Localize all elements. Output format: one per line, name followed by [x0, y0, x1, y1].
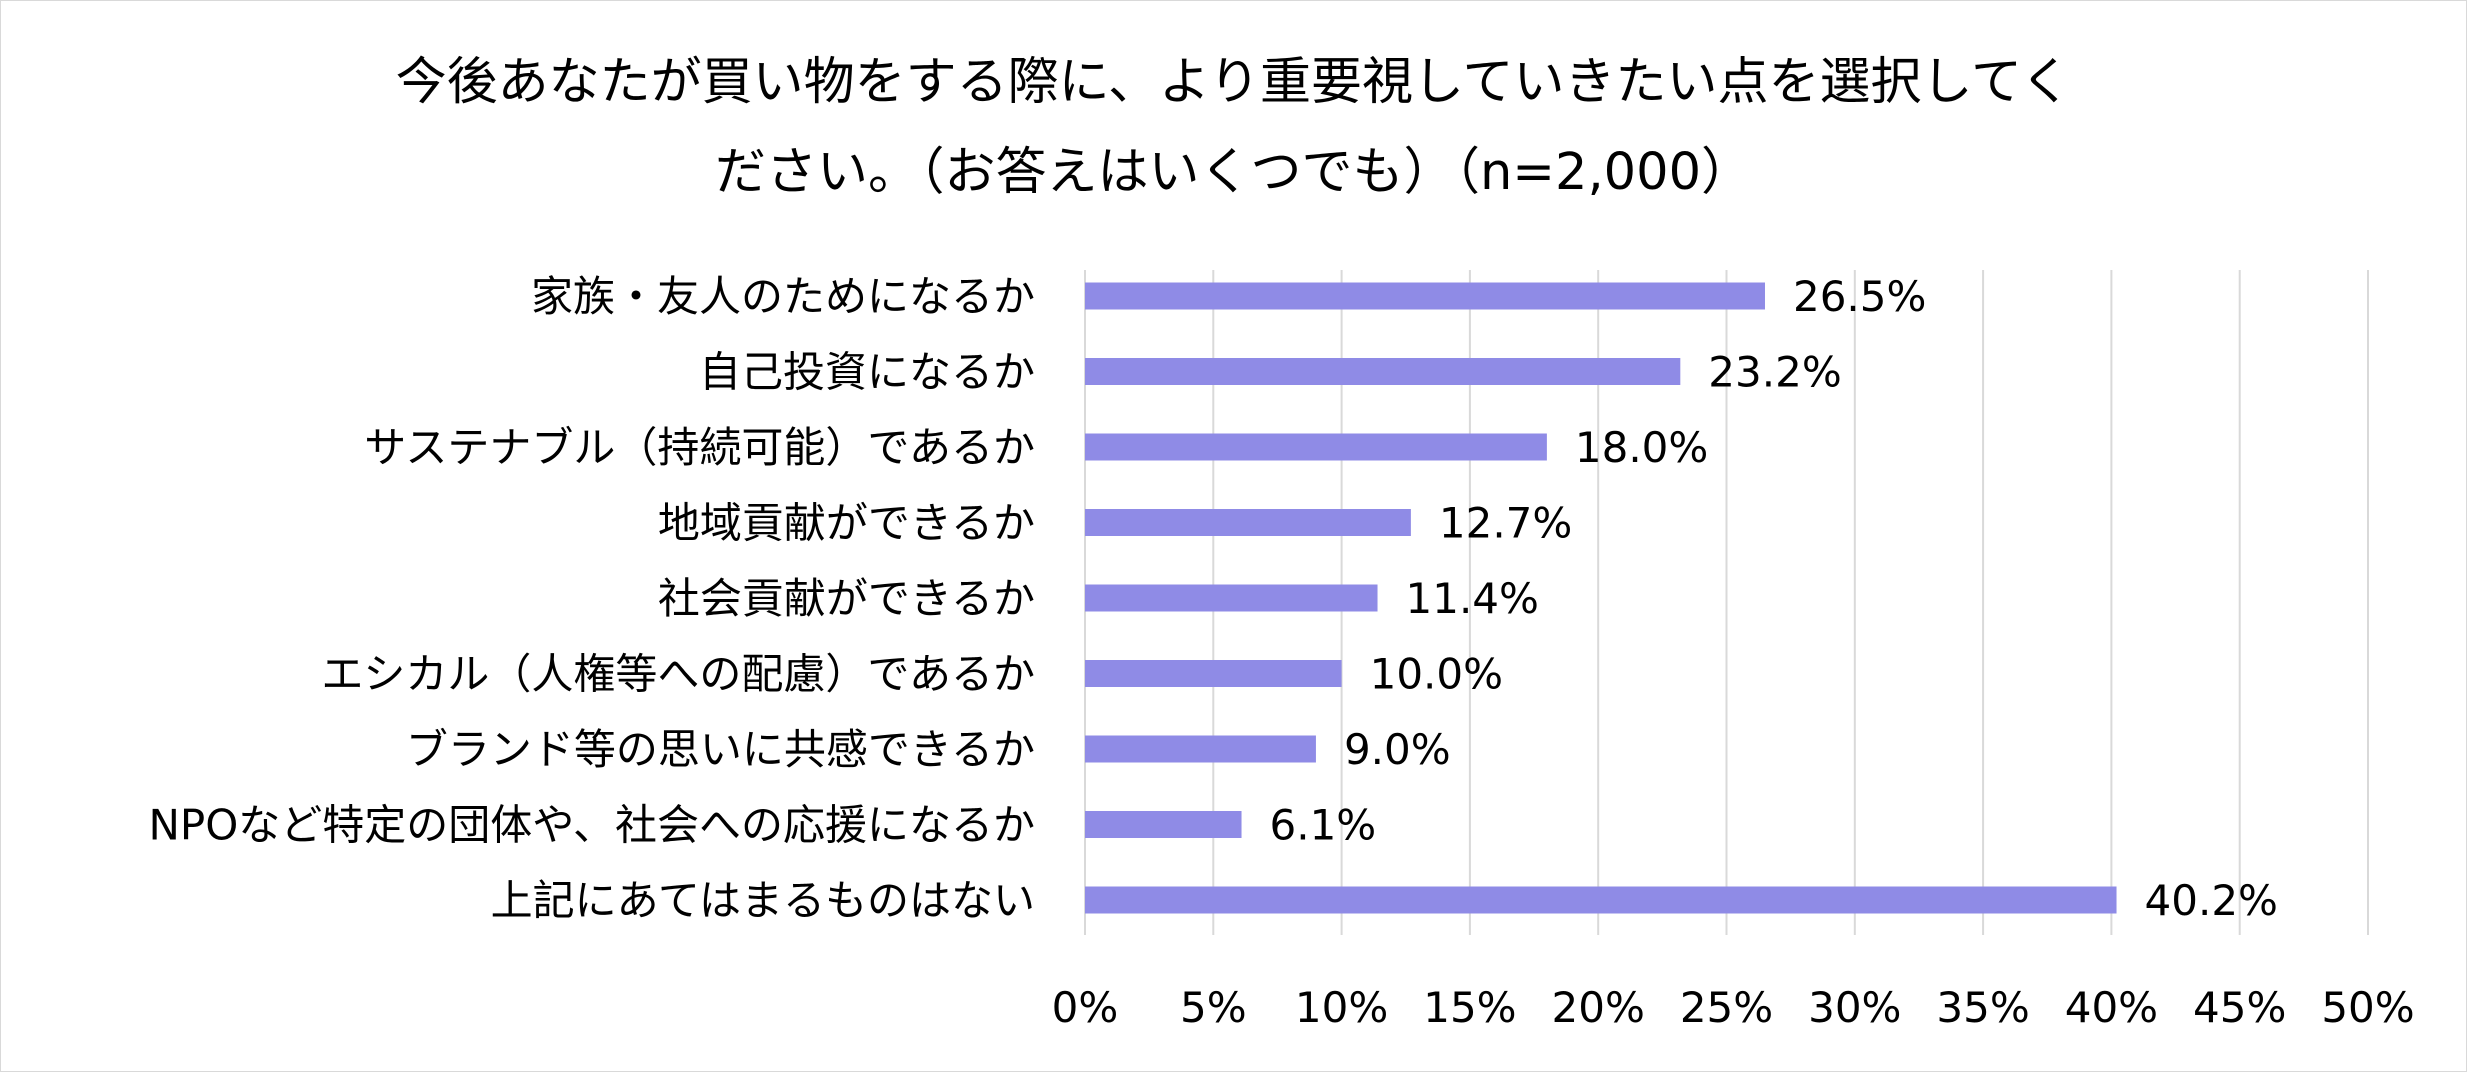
- data-label: 12.7%: [1439, 499, 1572, 548]
- category-label: 家族・友人のためになるか: [531, 272, 1035, 321]
- data-label: 23.2%: [1708, 348, 1841, 397]
- x-tick-label: 35%: [1936, 983, 2029, 1032]
- x-tick-label: 15%: [1423, 983, 1516, 1032]
- category-label: 上記にあてはまるものはない: [491, 876, 1035, 925]
- bar: [1085, 735, 1316, 763]
- category-label: エシカル（人権等への配慮）であるか: [321, 650, 1035, 699]
- bars: [1085, 282, 2117, 914]
- x-tick-label: 40%: [2065, 983, 2158, 1032]
- data-label: 40.2%: [2145, 876, 2278, 925]
- x-tick-label: 20%: [1552, 983, 1645, 1032]
- data-label: 6.1%: [1270, 801, 1377, 850]
- value-labels: 26.5% 23.2%18.0%12.7% 11.4% 10.0% 9.0% 6.1% 40…: [1270, 272, 2278, 925]
- category-label: ブランド等の思いに共感できるか: [406, 725, 1035, 774]
- x-axis-tick-labels: 0% 5% 10% 15% 20% 25% 30% 35% 40% 45% 50%: [1052, 983, 2415, 1032]
- x-tick-label: 10%: [1295, 983, 1388, 1032]
- bar: [1085, 509, 1411, 536]
- chart-title-line-1: 今後あなたが買い物をする際に、より重要視していきたい点を選択してく: [395, 53, 2072, 112]
- data-label: 18.0%: [1575, 423, 1708, 472]
- x-tick-label: 0%: [1052, 983, 1119, 1032]
- bar: [1085, 433, 1547, 461]
- chart-title: 今後あなたが買い物をする際に、より重要視していきたい点を選択してく ださい。（お…: [0, 38, 2467, 218]
- x-tick-label: 50%: [2321, 983, 2414, 1032]
- category-label: 地域貢献ができるか: [658, 499, 1035, 548]
- bar: [1085, 584, 1378, 612]
- bar: [1085, 358, 1681, 385]
- category-label: サステナブル（持続可能）であるか: [364, 423, 1035, 472]
- bar: [1085, 660, 1342, 687]
- data-label: 9.0%: [1344, 725, 1451, 774]
- bar: [1085, 886, 2117, 914]
- category-label: 社会貢献ができるか: [658, 574, 1035, 623]
- x-tick-label: 30%: [1808, 983, 1901, 1032]
- x-tick-label: 5%: [1180, 983, 1247, 1032]
- data-label: 26.5%: [1793, 272, 1926, 321]
- x-tick-label: 45%: [2193, 983, 2286, 1032]
- x-tick-label: 25%: [1680, 983, 1773, 1032]
- data-label: 11.4%: [1406, 574, 1539, 623]
- data-label: 10.0%: [1370, 650, 1503, 699]
- category-label: 自己投資になるか: [699, 348, 1035, 397]
- bar: [1085, 282, 1765, 310]
- bar: [1085, 811, 1242, 838]
- category-labels: 家族・友人のためになるか自己投資になるかサステナブル（持続可能）であるか地域貢献…: [148, 272, 1035, 925]
- category-label: NPOなど特定の団体や、社会への応援になるか: [148, 801, 1035, 850]
- chart-title-line-2: ださい。（お答えはいくつでも）（n=2,000）: [714, 143, 1753, 202]
